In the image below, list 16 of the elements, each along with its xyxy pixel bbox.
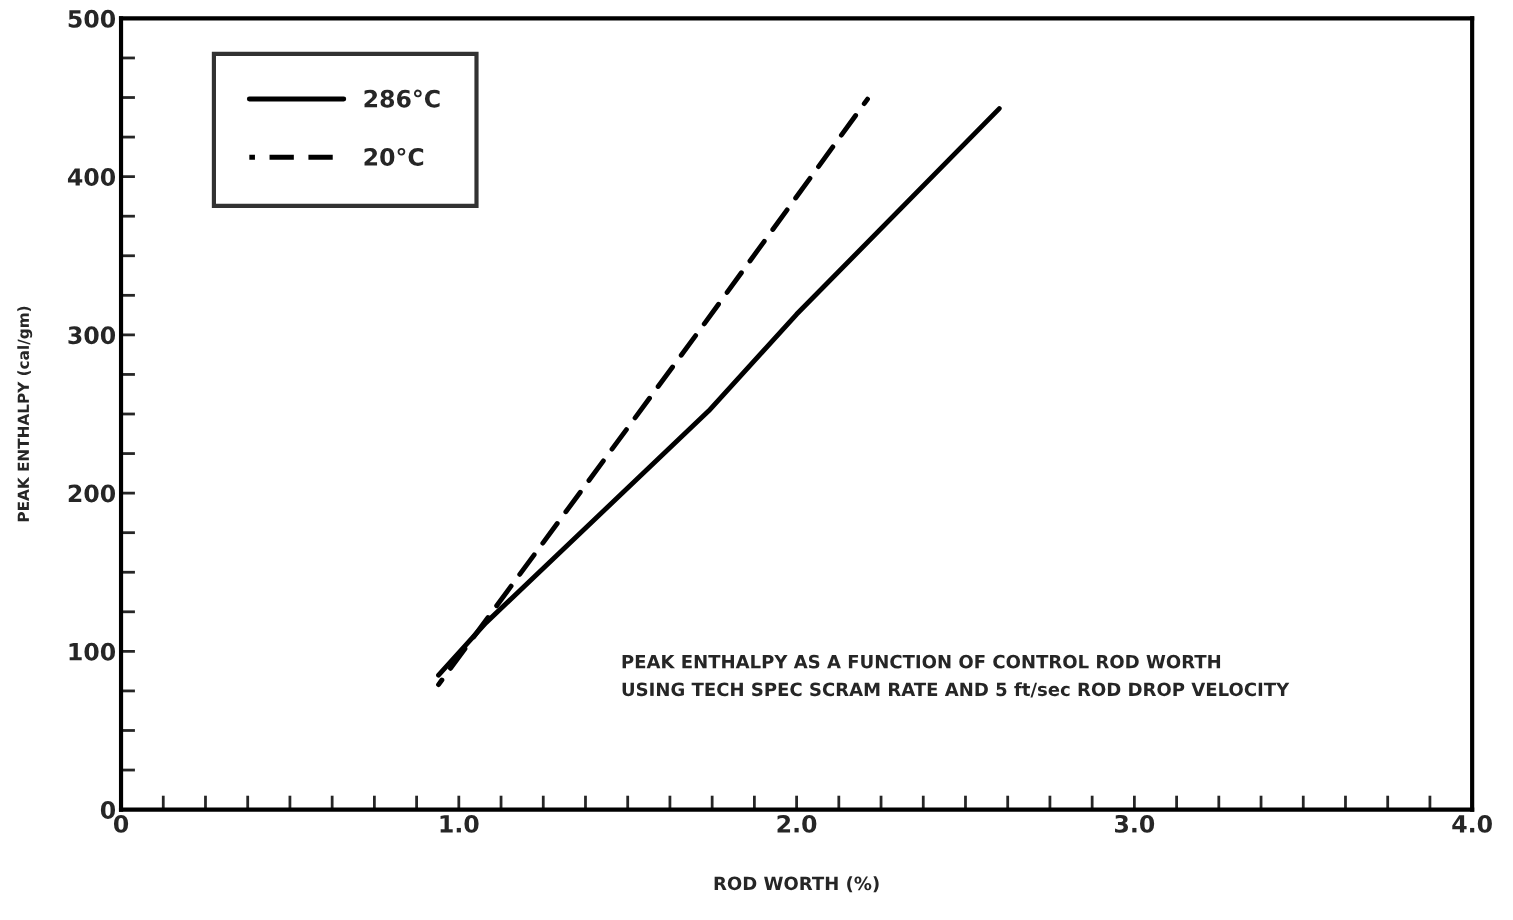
legend-label: 20°C	[364, 147, 424, 166]
x-tick-label: 2.0	[777, 814, 817, 833]
x-axis-title: ROD WORTH (%)	[714, 876, 879, 893]
y-tick-label: 100	[69, 642, 116, 661]
y-tick-label: 300	[68, 326, 116, 345]
annotation: USING TECH SPEC SCRAM RATE AND 5 ft/sec ROD DROP VELOCITY	[622, 682, 1290, 698]
x-tick-label: 3.0	[1115, 814, 1155, 833]
y-tick-label: 0	[100, 801, 116, 819]
y-tick-label: 500	[68, 9, 116, 28]
y-tick-label: 400	[67, 168, 116, 186]
annotation: PEAK ENTHALPY AS A FUNCTION OF CONTROL ROD WORTH	[622, 654, 1221, 669]
y-tick-label: 200	[68, 484, 116, 503]
y-axis-title: PEAK ENTHALPY (cal/gm)	[17, 306, 33, 522]
x-tick-label: 1.0	[440, 814, 479, 833]
legend-label: 286°C	[364, 89, 440, 108]
x-tick-label: 4.0	[1452, 814, 1492, 833]
